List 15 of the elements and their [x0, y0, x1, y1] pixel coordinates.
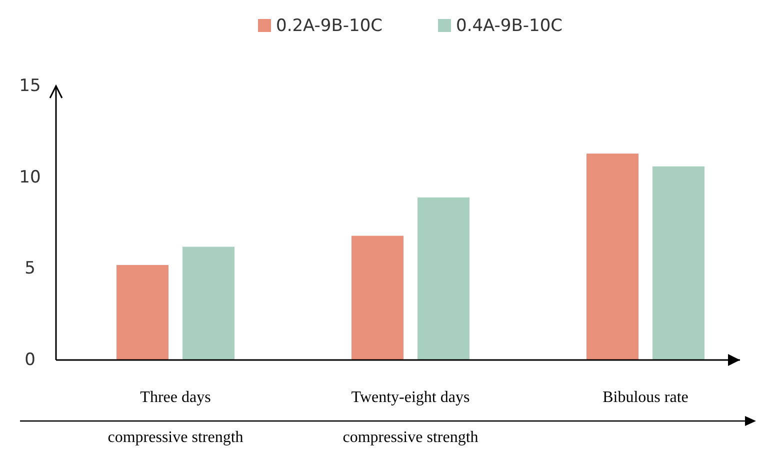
bar: [586, 154, 638, 360]
y-tick-label: 10: [19, 167, 41, 188]
bar: [418, 197, 470, 360]
legend-label: 0.2A-9B-10C: [276, 16, 383, 36]
y-tick-label: 5: [24, 258, 36, 279]
y-tick-label: 15: [19, 76, 41, 96]
y-tick-label: 0: [24, 350, 36, 370]
bar: [352, 236, 404, 360]
legend-label: 0.4A-9B-10C: [456, 16, 563, 36]
bar: [182, 246, 234, 360]
bar: [116, 265, 168, 360]
bar: [652, 166, 704, 360]
category-label: Three days compressive strength: [108, 389, 244, 446]
x-tick-label: Bibulous rate: [602, 389, 688, 406]
category-label: Twenty-eight days compressive strength: [342, 389, 478, 446]
